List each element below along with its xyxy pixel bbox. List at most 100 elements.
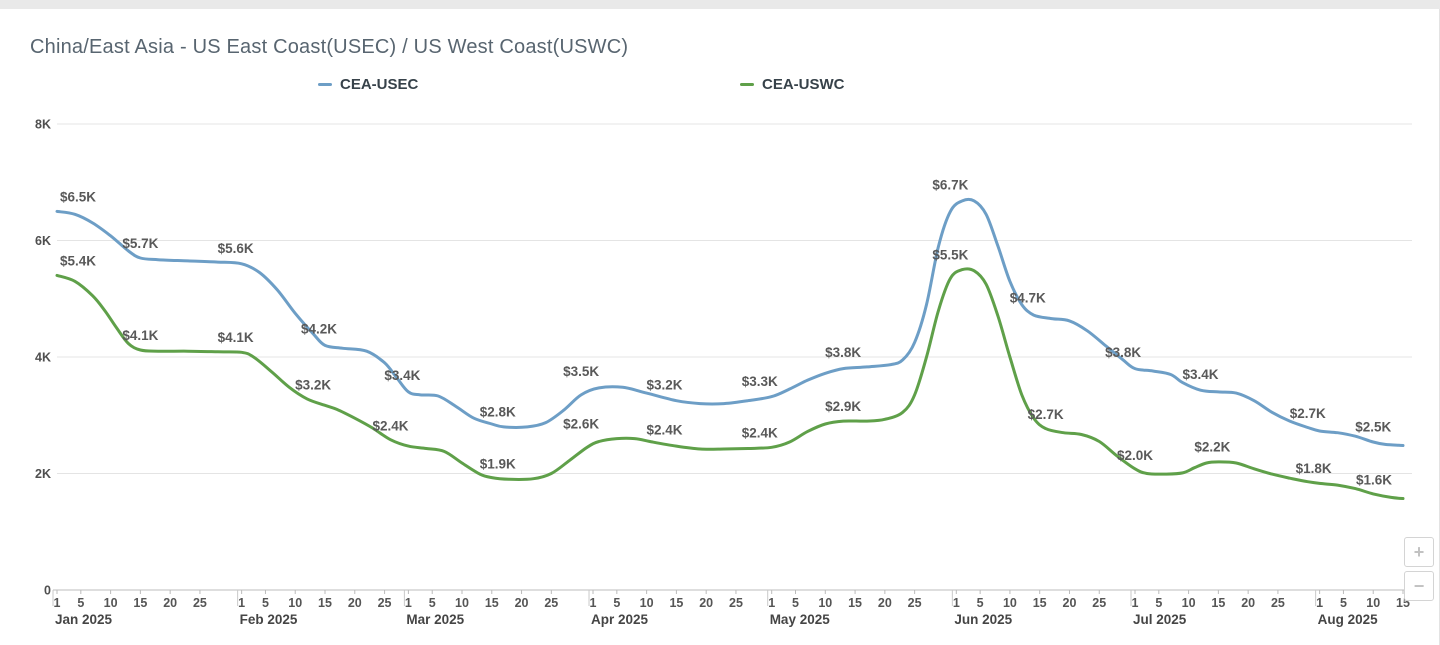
svg-text:15: 15 xyxy=(1211,596,1225,610)
svg-text:10: 10 xyxy=(818,596,832,610)
svg-text:1: 1 xyxy=(405,596,412,610)
svg-text:10: 10 xyxy=(288,596,302,610)
svg-text:$3.8K: $3.8K xyxy=(825,345,861,360)
svg-text:$4.2K: $4.2K xyxy=(301,322,337,337)
svg-text:0: 0 xyxy=(44,584,51,598)
svg-text:1: 1 xyxy=(54,596,61,610)
svg-text:$1.8K: $1.8K xyxy=(1296,461,1332,476)
svg-text:4K: 4K xyxy=(35,351,51,365)
zoom-out-button[interactable]: − xyxy=(1404,571,1434,601)
svg-text:20: 20 xyxy=(699,596,713,610)
svg-text:8K: 8K xyxy=(35,118,51,132)
svg-text:Feb 2025: Feb 2025 xyxy=(240,612,298,627)
svg-text:$2.0K: $2.0K xyxy=(1117,448,1153,463)
svg-text:5: 5 xyxy=(77,596,84,610)
svg-text:25: 25 xyxy=(193,596,207,610)
svg-text:1: 1 xyxy=(590,596,597,610)
svg-text:10: 10 xyxy=(1182,596,1196,610)
svg-text:$3.4K: $3.4K xyxy=(384,368,420,383)
svg-text:20: 20 xyxy=(1241,596,1255,610)
svg-text:25: 25 xyxy=(729,596,743,610)
legend-label-usec: CEA-USEC xyxy=(340,76,419,93)
zoom-in-button[interactable]: + xyxy=(1404,537,1434,567)
svg-text:20: 20 xyxy=(878,596,892,610)
svg-text:$5.7K: $5.7K xyxy=(122,236,158,251)
svg-text:Apr 2025: Apr 2025 xyxy=(591,612,649,627)
svg-text:15: 15 xyxy=(133,596,147,610)
svg-text:$1.6K: $1.6K xyxy=(1356,472,1392,487)
svg-text:15: 15 xyxy=(485,596,499,610)
svg-text:$3.8K: $3.8K xyxy=(1105,345,1141,360)
svg-text:Mar 2025: Mar 2025 xyxy=(406,612,464,627)
svg-text:$5.4K: $5.4K xyxy=(60,253,96,268)
svg-text:Jan 2025: Jan 2025 xyxy=(55,612,113,627)
svg-text:$4.1K: $4.1K xyxy=(122,328,158,343)
svg-text:1: 1 xyxy=(238,596,245,610)
svg-text:1: 1 xyxy=(1132,596,1139,610)
svg-text:$3.3K: $3.3K xyxy=(742,374,778,389)
svg-text:5: 5 xyxy=(977,596,984,610)
svg-text:5: 5 xyxy=(1340,596,1347,610)
svg-text:10: 10 xyxy=(104,596,118,610)
svg-text:25: 25 xyxy=(1271,596,1285,610)
svg-text:20: 20 xyxy=(348,596,362,610)
legend-line-marker-uswc xyxy=(740,83,754,86)
svg-text:$3.5K: $3.5K xyxy=(563,364,599,379)
svg-text:$2.4K: $2.4K xyxy=(373,418,409,433)
svg-text:$6.7K: $6.7K xyxy=(932,178,968,193)
svg-text:$2.6K: $2.6K xyxy=(563,417,599,432)
svg-text:$4.1K: $4.1K xyxy=(218,330,254,345)
svg-text:25: 25 xyxy=(1092,596,1106,610)
svg-text:15: 15 xyxy=(1033,596,1047,610)
svg-text:20: 20 xyxy=(515,596,529,610)
svg-text:$1.9K: $1.9K xyxy=(480,456,516,471)
svg-text:25: 25 xyxy=(544,596,558,610)
svg-text:$2.4K: $2.4K xyxy=(742,425,778,440)
svg-text:$2.9K: $2.9K xyxy=(825,399,861,414)
svg-text:$2.7K: $2.7K xyxy=(1290,406,1326,421)
svg-text:20: 20 xyxy=(1063,596,1077,610)
svg-text:1: 1 xyxy=(768,596,775,610)
svg-text:15: 15 xyxy=(318,596,332,610)
svg-text:15: 15 xyxy=(848,596,862,610)
svg-text:10: 10 xyxy=(455,596,469,610)
svg-text:$4.7K: $4.7K xyxy=(1010,291,1046,306)
svg-text:2K: 2K xyxy=(35,467,51,481)
svg-text:25: 25 xyxy=(908,596,922,610)
svg-text:15: 15 xyxy=(669,596,683,610)
svg-text:10: 10 xyxy=(640,596,654,610)
legend-line-marker-usec xyxy=(318,83,332,86)
svg-text:10: 10 xyxy=(1003,596,1017,610)
svg-text:20: 20 xyxy=(163,596,177,610)
svg-text:5: 5 xyxy=(429,596,436,610)
svg-text:5: 5 xyxy=(262,596,269,610)
svg-text:Jun 2025: Jun 2025 xyxy=(954,612,1012,627)
legend-item-cea-usec[interactable]: CEA-USEC xyxy=(318,76,418,93)
line-CEA-USWC[interactable] xyxy=(55,267,1405,500)
svg-text:5: 5 xyxy=(1155,596,1162,610)
svg-text:$5.5K: $5.5K xyxy=(932,248,968,263)
svg-text:$2.8K: $2.8K xyxy=(480,404,516,419)
top-border-strip xyxy=(0,0,1440,9)
svg-text:5: 5 xyxy=(613,596,620,610)
svg-text:$5.6K: $5.6K xyxy=(218,241,254,256)
svg-text:1: 1 xyxy=(1316,596,1323,610)
svg-text:6K: 6K xyxy=(35,234,51,248)
svg-text:$3.4K: $3.4K xyxy=(1182,367,1218,382)
svg-text:$3.2K: $3.2K xyxy=(295,378,331,393)
svg-text:25: 25 xyxy=(378,596,392,610)
line-CEA-USEC[interactable] xyxy=(55,197,1405,447)
svg-text:$2.7K: $2.7K xyxy=(1028,407,1064,422)
svg-text:$6.5K: $6.5K xyxy=(60,189,96,204)
chart-title: China/East Asia - US East Coast(USEC) / … xyxy=(30,36,629,58)
svg-text:$2.4K: $2.4K xyxy=(646,422,682,437)
svg-text:10: 10 xyxy=(1366,596,1380,610)
svg-text:$2.5K: $2.5K xyxy=(1355,419,1391,434)
legend-label-uswc: CEA-USWC xyxy=(762,76,845,93)
svg-text:1: 1 xyxy=(953,596,960,610)
svg-text:5: 5 xyxy=(792,596,799,610)
legend-item-cea-uswc[interactable]: CEA-USWC xyxy=(740,76,845,93)
svg-text:$3.2K: $3.2K xyxy=(646,378,682,393)
